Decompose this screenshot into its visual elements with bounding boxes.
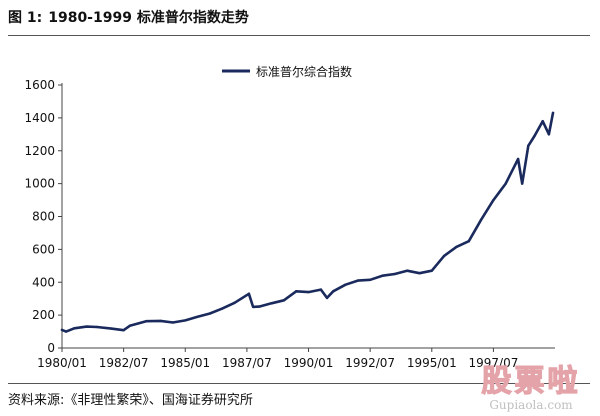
data-point — [325, 296, 329, 300]
data-point — [492, 198, 495, 202]
data-point — [381, 274, 384, 277]
data-point — [307, 290, 310, 294]
y-tick-label: 1400 — [24, 111, 55, 125]
data-point — [498, 190, 501, 193]
data-point — [171, 321, 175, 324]
x-tick-label: 1995/01 — [407, 356, 457, 370]
data-point — [418, 272, 421, 275]
figure-header: 图 1: 1980-1999 标准普尔指数走势 — [8, 4, 592, 30]
legend: 标准普尔综合指数 — [222, 64, 352, 79]
plot-area — [60, 111, 555, 333]
data-point — [344, 283, 347, 286]
data-point — [184, 319, 187, 322]
data-point — [455, 245, 458, 249]
y-tick-label: 1600 — [24, 78, 55, 92]
data-point — [516, 157, 520, 161]
data-point — [282, 299, 286, 302]
data-point — [233, 301, 236, 304]
data-point — [60, 328, 64, 332]
watermark-domain: Gupiaola.com — [489, 398, 573, 412]
data-point — [95, 325, 99, 329]
data-point — [208, 312, 212, 315]
data-point — [247, 292, 251, 295]
data-point — [85, 325, 88, 328]
data-point — [504, 182, 507, 185]
data-point — [73, 327, 76, 330]
data-point — [270, 302, 273, 305]
y-tick-label: 1200 — [24, 144, 55, 158]
data-point — [332, 290, 335, 293]
y-tick-label: 200 — [32, 308, 55, 322]
data-point — [251, 305, 255, 309]
x-tick-label: 1985/01 — [160, 356, 210, 370]
data-point — [393, 272, 396, 276]
legend-label: 标准普尔综合指数 — [256, 64, 352, 79]
data-point — [430, 269, 433, 272]
y-tick-label: 1000 — [24, 177, 55, 191]
data-point — [527, 144, 530, 147]
data-point — [547, 133, 551, 136]
data-point — [110, 327, 113, 330]
y-tick-label: 0 — [47, 341, 55, 355]
data-point — [295, 290, 298, 293]
data-point — [442, 254, 446, 258]
x-tick-label: 1990/01 — [284, 356, 334, 370]
data-point — [145, 320, 148, 323]
series-line — [60, 111, 555, 333]
data-point — [128, 324, 131, 327]
x-tick-label: 1982/07 — [99, 356, 149, 370]
y-tick-label: 400 — [32, 275, 55, 289]
data-point — [541, 120, 544, 123]
data-point — [356, 279, 359, 282]
data-point — [319, 288, 323, 291]
y-tick-label: 800 — [32, 210, 55, 224]
x-tick-label: 1992/07 — [345, 356, 395, 370]
data-point — [551, 111, 555, 115]
x-tick-label: 1997/07 — [468, 356, 518, 370]
y-tick-label: 600 — [32, 242, 55, 256]
data-point — [521, 182, 524, 185]
x-tick-label: 1980/01 — [37, 356, 87, 370]
data-point — [405, 269, 409, 272]
data-point — [467, 240, 470, 243]
footer-divider — [8, 383, 590, 384]
data-point — [479, 218, 483, 221]
data-point — [221, 307, 224, 310]
header-divider — [8, 35, 590, 36]
data-point — [258, 305, 261, 308]
data-point — [64, 330, 68, 333]
figure-label: 图 1: — [8, 10, 43, 26]
y-axis: 0 200 400 600 800 1000 1200 1400 1600 — [24, 78, 63, 355]
data-point — [122, 329, 125, 332]
figure-title: 1980-1999 标准普尔指数走势 — [48, 10, 249, 26]
x-tick-label: 1987/07 — [222, 356, 272, 370]
source-note: 资料来源:《非理性繁荣》、国海证券研究所 — [8, 393, 253, 408]
data-point — [533, 134, 536, 138]
x-axis: 1980/01 1982/07 1985/01 1987/07 1990/01 1992/… — [37, 347, 555, 370]
data-point — [159, 319, 162, 323]
data-point — [196, 315, 199, 318]
data-point — [369, 278, 372, 281]
